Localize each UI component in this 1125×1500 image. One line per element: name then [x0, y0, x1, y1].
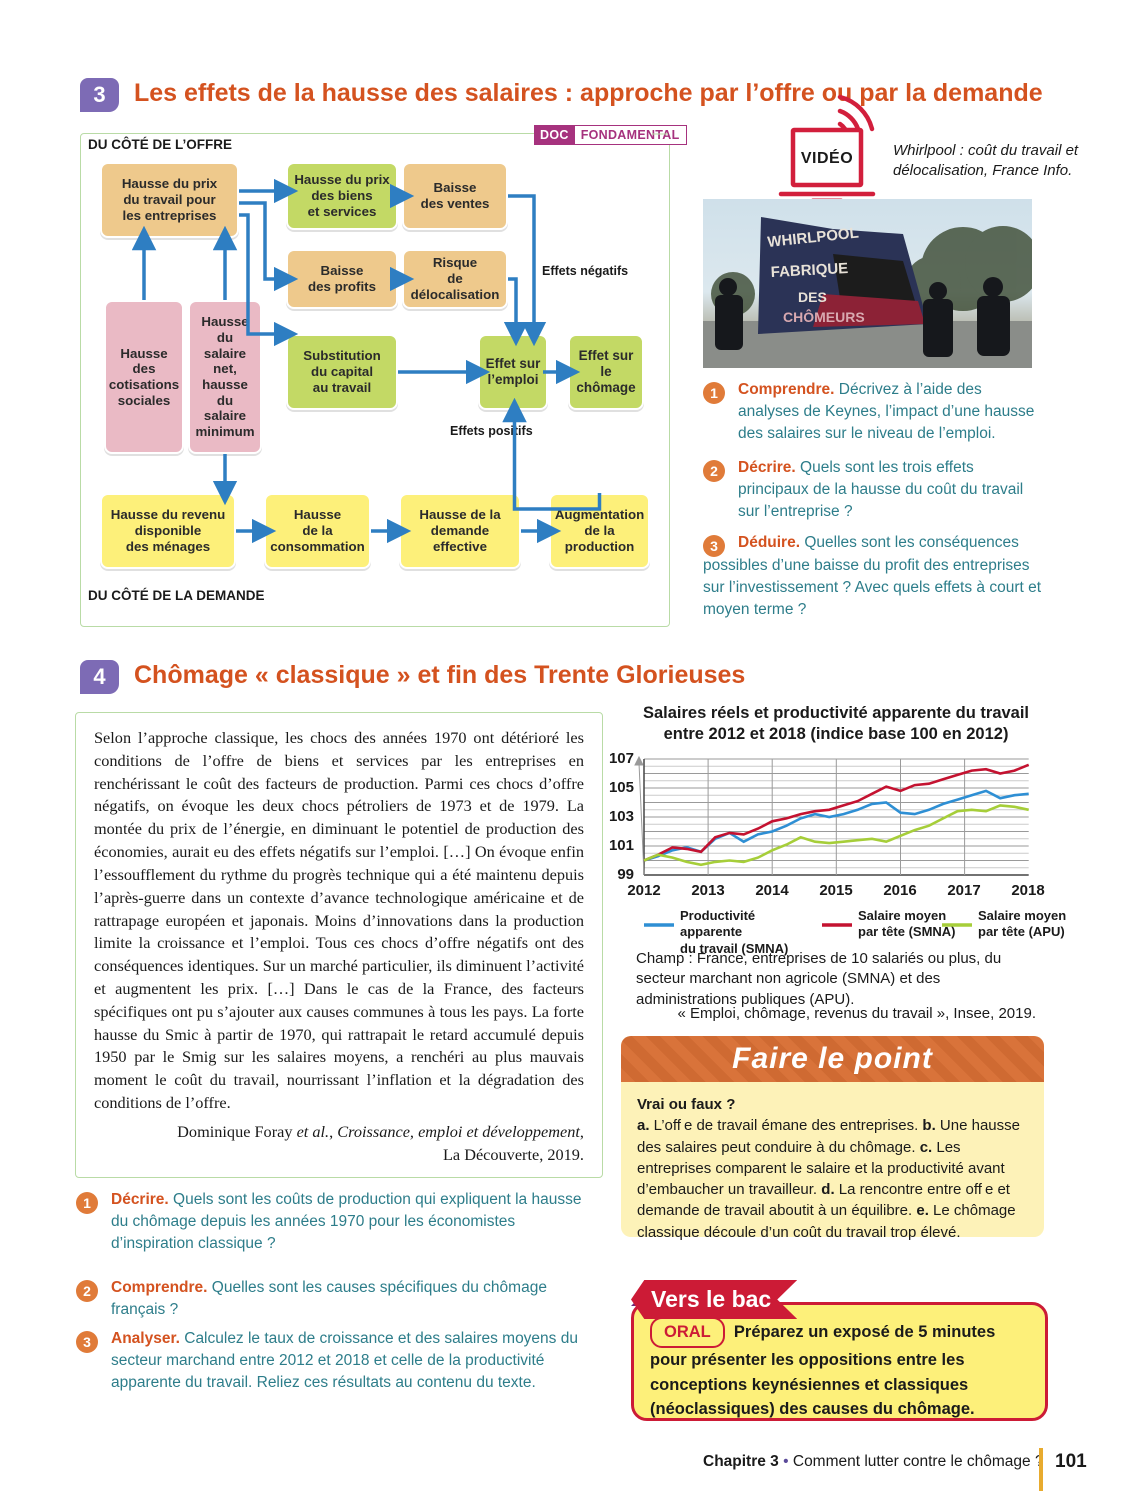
svg-text:2018: 2018: [1011, 882, 1044, 899]
svg-text:2014: 2014: [755, 882, 789, 899]
svg-text:107: 107: [609, 750, 634, 767]
svg-text:CHÔMEURS: CHÔMEURS: [783, 308, 865, 325]
svg-text:99: 99: [617, 866, 634, 883]
svg-text:105: 105: [609, 779, 634, 796]
svg-text:101: 101: [609, 837, 634, 854]
svg-text:2017: 2017: [947, 882, 980, 899]
svg-text:2013: 2013: [691, 882, 724, 899]
svg-text:103: 103: [609, 808, 634, 825]
svg-text:2012: 2012: [627, 882, 660, 899]
svg-text:2016: 2016: [883, 882, 916, 899]
svg-text:2015: 2015: [819, 882, 852, 899]
svg-text:DES: DES: [798, 289, 827, 305]
